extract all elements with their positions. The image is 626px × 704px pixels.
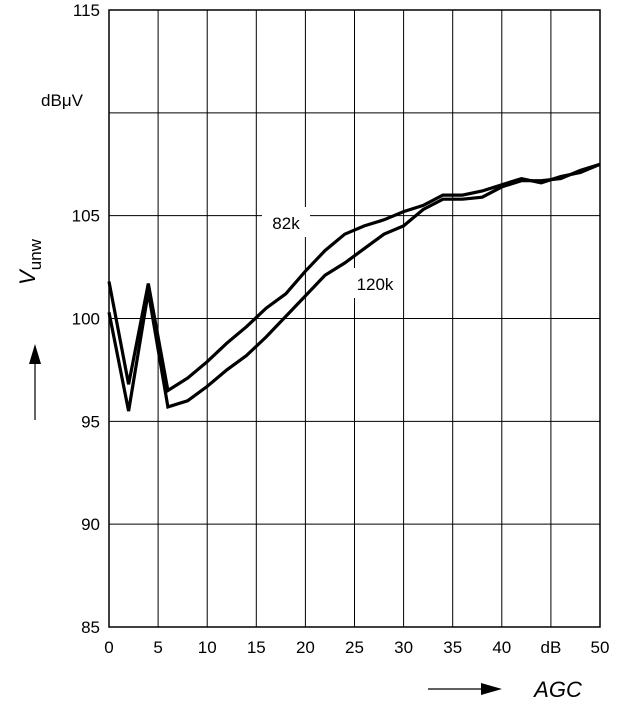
series-line-120k	[107, 162, 601, 412]
series-label-120k: 120k	[357, 275, 394, 294]
y-tick-label: 100	[72, 310, 100, 329]
grid	[109, 10, 600, 627]
series-label-82k: 82k	[272, 214, 300, 233]
y-tick-label: 85	[81, 618, 100, 637]
x-tick-label: 25	[345, 638, 364, 657]
y-unit-label: dBμV	[41, 91, 84, 110]
series-line-82k	[107, 162, 601, 394]
x-tick-label: 35	[443, 638, 462, 657]
x-tick-label: 20	[296, 638, 315, 657]
label-82k-background	[262, 207, 310, 237]
x-tick-label: 40	[492, 638, 511, 657]
y-axis-arrowhead	[29, 344, 41, 364]
x-axis-arrowhead	[481, 683, 502, 695]
tick-labels: 0 5 10 15 20 25 30 35 40 50 dB 85 90 95 100 105 115	[72, 1, 610, 657]
x-tick-label: 30	[394, 638, 413, 657]
x-unit-label: dB	[541, 638, 562, 657]
y-tick-label: 115	[73, 1, 100, 20]
x-axis-title: AGC	[532, 677, 582, 702]
x-tick-label: 5	[153, 638, 162, 657]
x-tick-label: 0	[104, 638, 113, 657]
y-tick-label: 90	[81, 515, 100, 534]
x-tick-label: 10	[198, 638, 217, 657]
label-120k-background	[348, 268, 402, 298]
x-tick-label: 50	[591, 638, 610, 657]
y-tick-label: 105	[72, 207, 100, 226]
y-axis-title: Vunw	[15, 238, 45, 285]
y-tick-label: 95	[81, 412, 100, 431]
x-tick-label: 15	[247, 638, 266, 657]
series-layer	[107, 162, 601, 412]
